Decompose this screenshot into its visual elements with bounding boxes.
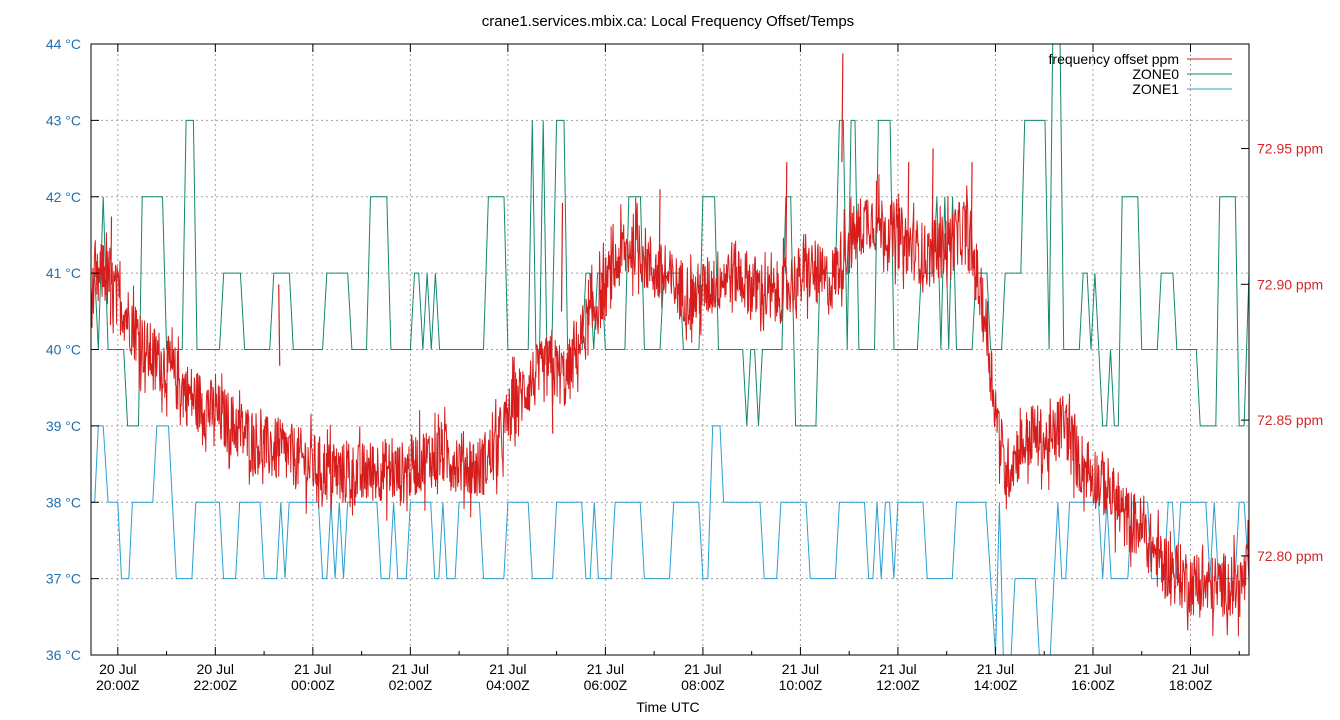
x-tick-day-11: 21 Jul — [1172, 661, 1209, 677]
x-axis-label: Time UTC — [636, 699, 699, 715]
x-tick-day-9: 21 Jul — [977, 661, 1014, 677]
x-tick-time-1: 22:00Z — [194, 677, 238, 693]
legend-label-0: frequency offset ppm — [1049, 51, 1179, 67]
left-tick-label-6: 42 °C — [46, 189, 81, 205]
left-tick-label-2: 38 °C — [46, 494, 81, 510]
x-tick-time-4: 04:00Z — [486, 677, 530, 693]
x-tick-time-11: 18:00Z — [1169, 677, 1213, 693]
right-tick-label-1: 72.85 ppm — [1257, 412, 1323, 428]
x-tick-time-9: 14:00Z — [974, 677, 1018, 693]
right-tick-label-3: 72.95 ppm — [1257, 141, 1323, 157]
x-tick-day-2: 21 Jul — [294, 661, 331, 677]
right-tick-label-2: 72.90 ppm — [1257, 276, 1323, 292]
x-tick-time-2: 00:00Z — [291, 677, 335, 693]
x-tick-day-8: 21 Jul — [879, 661, 916, 677]
legend-label-2: ZONE1 — [1132, 81, 1179, 97]
left-tick-label-4: 40 °C — [46, 342, 81, 358]
frequency-spike-5 — [841, 53, 844, 163]
frequency-spike-7 — [931, 148, 934, 258]
series-zone1-line — [91, 425, 1250, 656]
x-tick-time-6: 08:00Z — [681, 677, 725, 693]
x-tick-time-7: 10:00Z — [779, 677, 823, 693]
chart-title: crane1.services.mbix.ca: Local Frequency… — [482, 13, 854, 30]
frequency-spike-9 — [551, 352, 554, 434]
x-tick-time-3: 02:00Z — [389, 677, 433, 693]
frequency-spike-0 — [109, 216, 113, 326]
x-tick-day-0: 20 Jul — [99, 661, 136, 677]
x-tick-time-0: 20:00Z — [96, 677, 140, 693]
x-tick-day-6: 21 Jul — [684, 661, 721, 677]
frequency-spike-8 — [970, 162, 973, 271]
frequency-spike-6 — [907, 162, 910, 271]
series-layer — [90, 43, 1250, 656]
frequency-spike-3 — [658, 189, 661, 298]
legend-label-1: ZONE0 — [1132, 66, 1179, 82]
left-tick-label-0: 36 °C — [46, 647, 81, 663]
right-y-axis: 72.80 ppm 72.85 ppm 72.90 ppm 72.95 ppm — [1241, 141, 1323, 564]
x-tick-time-8: 12:00Z — [876, 677, 920, 693]
x-tick-time-10: 16:00Z — [1071, 677, 1115, 693]
left-tick-label-7: 43 °C — [46, 112, 81, 128]
frequency-spike-1 — [278, 284, 281, 366]
left-tick-label-8: 44 °C — [46, 36, 81, 52]
left-y-axis: 36 °C 37 °C 38 °C 39 °C 40 °C 41 °C 42 °C 43 °C… — [46, 36, 99, 663]
series-frequency-offset-line — [90, 174, 1250, 637]
x-tick-day-4: 21 Jul — [489, 661, 526, 677]
left-tick-label-3: 39 °C — [46, 418, 81, 434]
right-tick-label-0: 72.80 ppm — [1257, 548, 1323, 564]
left-tick-label-5: 41 °C — [46, 265, 81, 281]
x-tick-day-5: 21 Jul — [587, 661, 624, 677]
frequency-spike-4 — [785, 162, 788, 271]
x-tick-day-10: 21 Jul — [1074, 661, 1111, 677]
x-tick-time-5: 06:00Z — [584, 677, 628, 693]
frequency-spike-2 — [560, 202, 564, 312]
left-tick-label-1: 37 °C — [46, 571, 81, 587]
x-tick-day-3: 21 Jul — [392, 661, 429, 677]
x-tick-day-1: 20 Jul — [197, 661, 234, 677]
x-tick-day-7: 21 Jul — [782, 661, 819, 677]
